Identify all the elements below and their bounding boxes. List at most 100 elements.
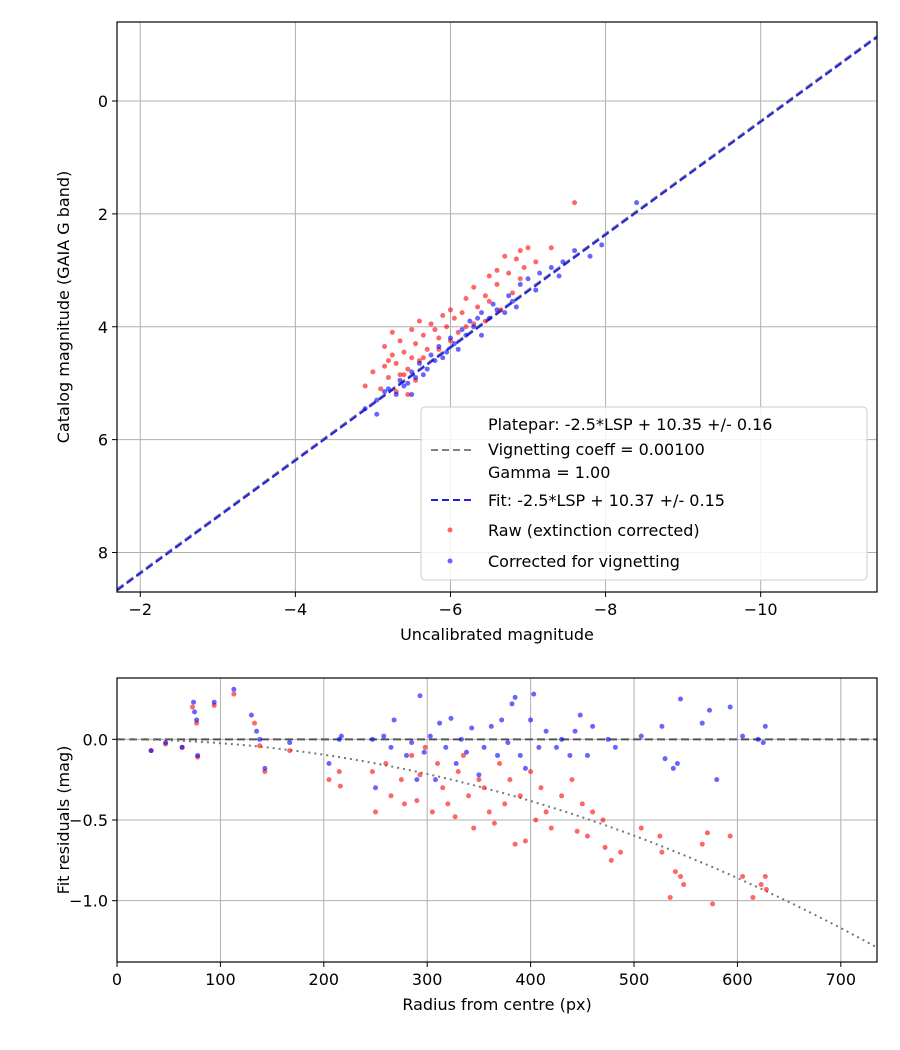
- raw-point: [517, 248, 523, 254]
- corrected-point: [494, 307, 500, 313]
- vignetting-model-curve: [117, 738, 878, 949]
- corrected-point: [211, 699, 217, 705]
- raw-point: [512, 841, 518, 847]
- raw-point: [543, 809, 549, 815]
- raw-point: [710, 901, 716, 907]
- corrected-point: [638, 733, 644, 739]
- corrected-point: [674, 761, 680, 767]
- x-tick-label: 700: [826, 970, 857, 989]
- x-tick-label: 300: [412, 970, 443, 989]
- corrected-point: [148, 748, 154, 754]
- corrected-point: [257, 736, 263, 742]
- raw-point: [422, 744, 428, 750]
- raw-point: [762, 873, 768, 879]
- raw-point: [378, 386, 384, 392]
- raw-point: [405, 366, 411, 372]
- top-axes-frame: [116, 21, 878, 593]
- raw-point: [369, 769, 375, 775]
- corrected-point: [572, 728, 578, 734]
- legend: Platepar: -2.5*LSP + 10.35 +/- 0.16 Vign…: [420, 406, 868, 581]
- corrected-point: [699, 720, 705, 726]
- raw-point: [506, 270, 512, 276]
- raw-point: [409, 327, 415, 333]
- corrected-point: [513, 304, 519, 310]
- corrected-point: [478, 332, 484, 338]
- corrected-point: [612, 744, 618, 750]
- corrected-point: [374, 397, 380, 403]
- legend-entry-raw: Raw (extinction corrected): [488, 521, 700, 540]
- raw-point: [424, 346, 430, 352]
- raw-point: [659, 849, 665, 855]
- raw-point: [584, 833, 590, 839]
- raw-point: [452, 814, 458, 820]
- corrected-point: [416, 360, 422, 366]
- corrected-point: [338, 733, 344, 739]
- corrected-point: [536, 744, 542, 750]
- raw-point: [497, 761, 503, 767]
- bottom-x-axis-label: Radius from centre (px): [402, 995, 591, 1014]
- corrected-point: [495, 752, 501, 758]
- raw-point: [397, 338, 403, 344]
- corrected-point: [381, 733, 387, 739]
- corrected-point: [440, 355, 446, 361]
- x-tick-label: −8: [594, 600, 618, 619]
- raw-point: [401, 372, 407, 378]
- raw-point: [482, 293, 488, 299]
- corrected-point: [421, 749, 427, 755]
- corrected-point: [478, 310, 484, 316]
- x-tick-label: −6: [439, 600, 463, 619]
- raw-point: [389, 352, 395, 358]
- y-tick-label: 0: [98, 92, 108, 111]
- corrected-point: [373, 785, 379, 791]
- raw-point: [602, 844, 608, 850]
- top-x-axis-label: Uncalibrated magnitude: [400, 625, 594, 644]
- corrected-point: [436, 344, 442, 350]
- corrected-point: [517, 281, 523, 287]
- corrected-point: [287, 740, 293, 746]
- raw-point: [401, 801, 407, 807]
- raw-point: [525, 245, 531, 251]
- corrected-point: [577, 712, 583, 718]
- corrected-point: [490, 301, 496, 307]
- raw-point: [382, 344, 388, 350]
- corrected-point: [481, 744, 487, 750]
- corrected-point: [476, 772, 482, 778]
- raw-point: [657, 833, 663, 839]
- raw-point: [440, 312, 446, 318]
- corrected-point: [559, 736, 565, 742]
- x-tick-label: 200: [309, 970, 340, 989]
- raw-point: [502, 253, 508, 259]
- raw-point: [481, 785, 487, 791]
- raw-point: [667, 894, 673, 900]
- corrected-point: [590, 723, 596, 729]
- raw-point: [507, 777, 513, 783]
- raw-point: [486, 298, 492, 304]
- legend-entry-platepar: Platepar: -2.5*LSP + 10.35 +/- 0.16: [488, 415, 772, 434]
- corrected-point: [455, 346, 461, 352]
- corrected-point: [405, 380, 411, 386]
- raw-point: [429, 809, 435, 815]
- raw-point: [287, 748, 293, 754]
- raw-point: [569, 777, 575, 783]
- raw-point: [758, 882, 764, 888]
- raw-point: [257, 743, 263, 749]
- x-tick-label: 500: [619, 970, 650, 989]
- raw-point: [521, 264, 527, 270]
- top-corrected-points: [362, 200, 640, 417]
- corrected-point: [444, 349, 450, 355]
- raw-point: [559, 793, 565, 799]
- raw-point: [678, 873, 684, 879]
- raw-point: [231, 691, 237, 697]
- raw-point: [414, 798, 420, 804]
- corrected-point: [447, 335, 453, 341]
- x-tick-label: 600: [722, 970, 753, 989]
- raw-point: [447, 307, 453, 313]
- top-fit-lines: [116, 35, 878, 592]
- corrected-point: [499, 717, 505, 723]
- corrected-point: [505, 740, 511, 746]
- raw-point: [398, 777, 404, 783]
- corrected-point: [195, 752, 201, 758]
- raw-point: [466, 793, 472, 799]
- raw-point: [704, 830, 710, 836]
- raw-point: [517, 276, 523, 282]
